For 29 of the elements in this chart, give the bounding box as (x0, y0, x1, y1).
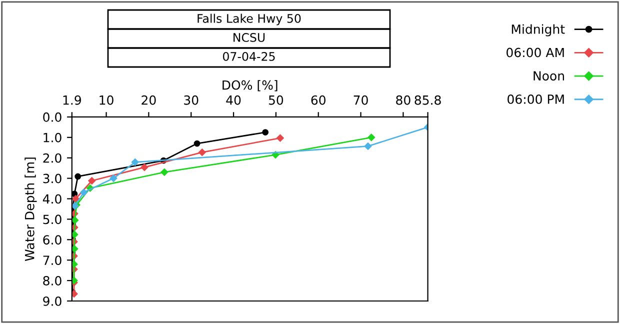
legend-label: 06:00 AM (506, 48, 564, 58)
x-tick-label: 85.8 (414, 95, 441, 105)
text: 07-04-25 (222, 52, 275, 61)
x-tick-label: 1.9 (63, 95, 81, 105)
y-tick-label: 9.0 (43, 296, 62, 306)
x-tick-label: 10 (100, 95, 114, 105)
y-axis-title: Water Depth [m] (24, 158, 37, 262)
x-tick-label: 40 (226, 95, 241, 105)
y-tick-label: 5.0 (43, 214, 62, 224)
y-tick-label: 3.0 (43, 174, 62, 184)
chart-subtitle: NCSU (234, 32, 265, 42)
y-tick-label: 0.0 (43, 112, 62, 122)
x-axis-title: DO% [%] (222, 80, 278, 92)
x-tick-label: 70 (354, 95, 368, 105)
y-tick-label: 1.0 (44, 132, 62, 142)
x-tick-label: 30 (184, 95, 198, 105)
y-tick-label: 2.0 (43, 153, 62, 163)
legend-label: Noon (534, 71, 564, 81)
x-tick-label: 50 (268, 95, 284, 105)
legend-label: Midnight (512, 24, 565, 36)
chart-title: Falls Lake Hwy 50 (198, 14, 301, 26)
y-tick-label: 7.0 (43, 256, 62, 266)
x-tick-label: 60 (311, 95, 326, 105)
y-tick-label: 4.0 (42, 194, 62, 204)
y-tick-label: 8.0 (43, 276, 62, 286)
y-tick-label: 6.0 (43, 235, 62, 245)
legend-label: 06:00 PM (508, 94, 564, 104)
x-tick-label: 20 (142, 95, 156, 105)
x-tick-label: 80 (396, 95, 410, 105)
